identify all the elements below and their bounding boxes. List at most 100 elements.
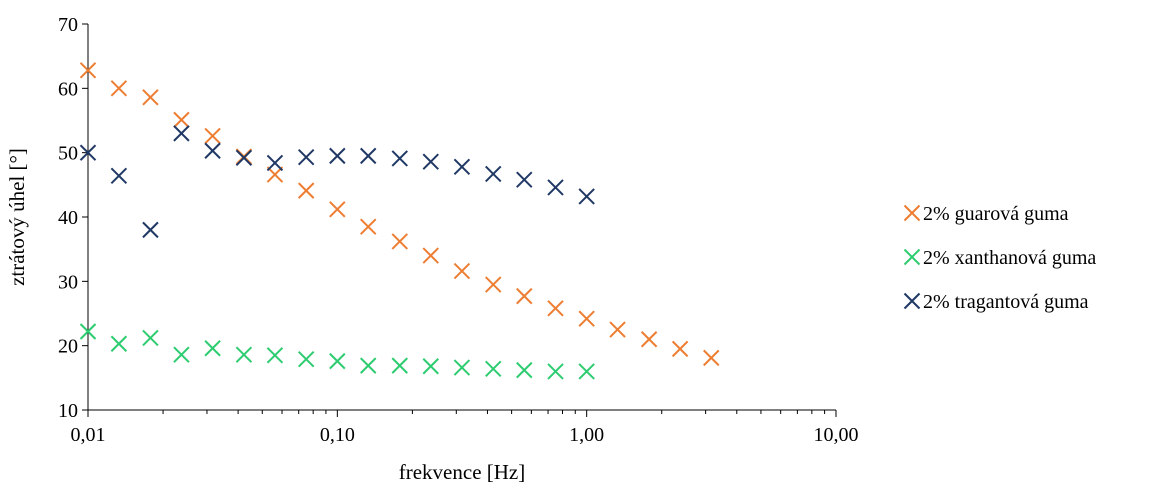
data-point — [485, 165, 502, 183]
marker-stroke — [110, 80, 128, 97]
data-point — [547, 363, 564, 380]
legend-marker — [903, 248, 921, 266]
y-tick-label: 30 — [58, 271, 78, 293]
x-tick-label: 10,00 — [814, 424, 859, 446]
data-point — [297, 148, 315, 166]
data-point — [329, 201, 346, 218]
marker-stroke — [453, 262, 471, 280]
data-point — [516, 287, 533, 305]
marker-stroke — [422, 358, 439, 375]
marker-stroke — [671, 340, 689, 358]
axes — [82, 23, 837, 417]
data-point — [204, 340, 221, 357]
data-point — [422, 153, 439, 170]
data-point — [297, 350, 315, 368]
x-axis-title: frekvence [Hz] — [399, 460, 526, 484]
data-point — [204, 142, 221, 159]
marker-stroke — [703, 349, 720, 367]
legend: 2% guarová guma 2% xanthanová guma 2% trag… — [903, 203, 1096, 313]
data-point — [547, 179, 564, 196]
marker-stroke — [516, 287, 533, 305]
data-point — [235, 149, 253, 167]
data-point — [578, 188, 595, 205]
data-point — [110, 167, 128, 185]
data-point — [110, 80, 128, 97]
marker-stroke — [485, 276, 502, 293]
marker-stroke — [391, 150, 408, 167]
marker-stroke — [204, 142, 221, 159]
marker-stroke — [360, 147, 377, 165]
marker-stroke — [79, 323, 97, 340]
data-point — [422, 247, 439, 264]
data-point — [391, 233, 408, 250]
data-point — [516, 171, 533, 188]
data-point — [173, 111, 190, 129]
marker-stroke — [391, 233, 408, 250]
marker-stroke — [204, 340, 221, 357]
data-point — [79, 62, 97, 79]
data-point — [142, 221, 159, 239]
marker-stroke — [578, 188, 595, 205]
x-tick-label: 1,00 — [569, 424, 604, 446]
marker-stroke — [329, 352, 346, 370]
data-point — [453, 262, 471, 280]
marker-stroke — [235, 346, 253, 363]
legend-item: 2% tragantová guma — [903, 291, 1089, 313]
y-axis-title: ztrátový úhel [°] — [5, 148, 29, 286]
marker-stroke — [640, 331, 658, 348]
data-point — [142, 329, 159, 347]
data-point — [329, 352, 346, 370]
marker-stroke — [422, 247, 439, 264]
data-point — [360, 147, 377, 165]
data-point — [422, 358, 439, 375]
data-point — [360, 218, 377, 235]
y-tick-label: 60 — [58, 78, 78, 100]
x-tick-label: 0,10 — [320, 424, 355, 446]
data-point — [266, 347, 284, 364]
marker-stroke — [547, 363, 564, 380]
data-point — [453, 158, 471, 176]
marker-stroke — [235, 149, 253, 167]
marker-stroke — [142, 221, 159, 239]
marker-stroke — [547, 300, 564, 317]
data-point — [640, 331, 658, 348]
data-point — [329, 147, 346, 165]
data-point — [485, 360, 502, 378]
data-point — [391, 357, 408, 374]
marker-stroke — [453, 359, 471, 376]
marker-stroke — [578, 363, 595, 380]
marker-stroke — [297, 350, 315, 368]
y-tick-labels: 10 20 30 40 50 60 70 — [58, 14, 78, 422]
marker-stroke — [516, 171, 533, 188]
marker-stroke — [391, 357, 408, 374]
marker-stroke — [485, 165, 502, 183]
data-point — [79, 323, 97, 340]
marker-stroke — [173, 125, 190, 142]
x-tick-labels: 0,01 0,10 1,00 10,00 — [71, 424, 859, 446]
legend-label: 2% xanthanová guma — [923, 247, 1096, 269]
data-point — [547, 300, 564, 317]
legend-marker — [903, 204, 921, 222]
marker-stroke — [110, 335, 128, 352]
data-point — [360, 357, 377, 374]
marker-stroke — [422, 153, 439, 170]
data-point — [391, 150, 408, 167]
marker-stroke — [516, 361, 533, 379]
marker-stroke — [266, 347, 284, 364]
marker-stroke — [360, 357, 377, 374]
marker-stroke — [360, 218, 377, 235]
data-point — [578, 363, 595, 380]
legend-item: 2% xanthanová guma — [903, 247, 1096, 269]
marker-stroke — [329, 201, 346, 218]
data-point — [173, 346, 190, 363]
data-point — [204, 127, 221, 145]
x-tick-label: 0,01 — [71, 424, 106, 446]
marker-stroke — [547, 179, 564, 196]
data-point — [671, 340, 689, 358]
marker-stroke — [297, 148, 315, 166]
data-point — [110, 335, 128, 352]
marker-stroke — [173, 111, 190, 129]
data-point — [578, 310, 595, 327]
legend-item: 2% guarová guma — [903, 203, 1069, 225]
